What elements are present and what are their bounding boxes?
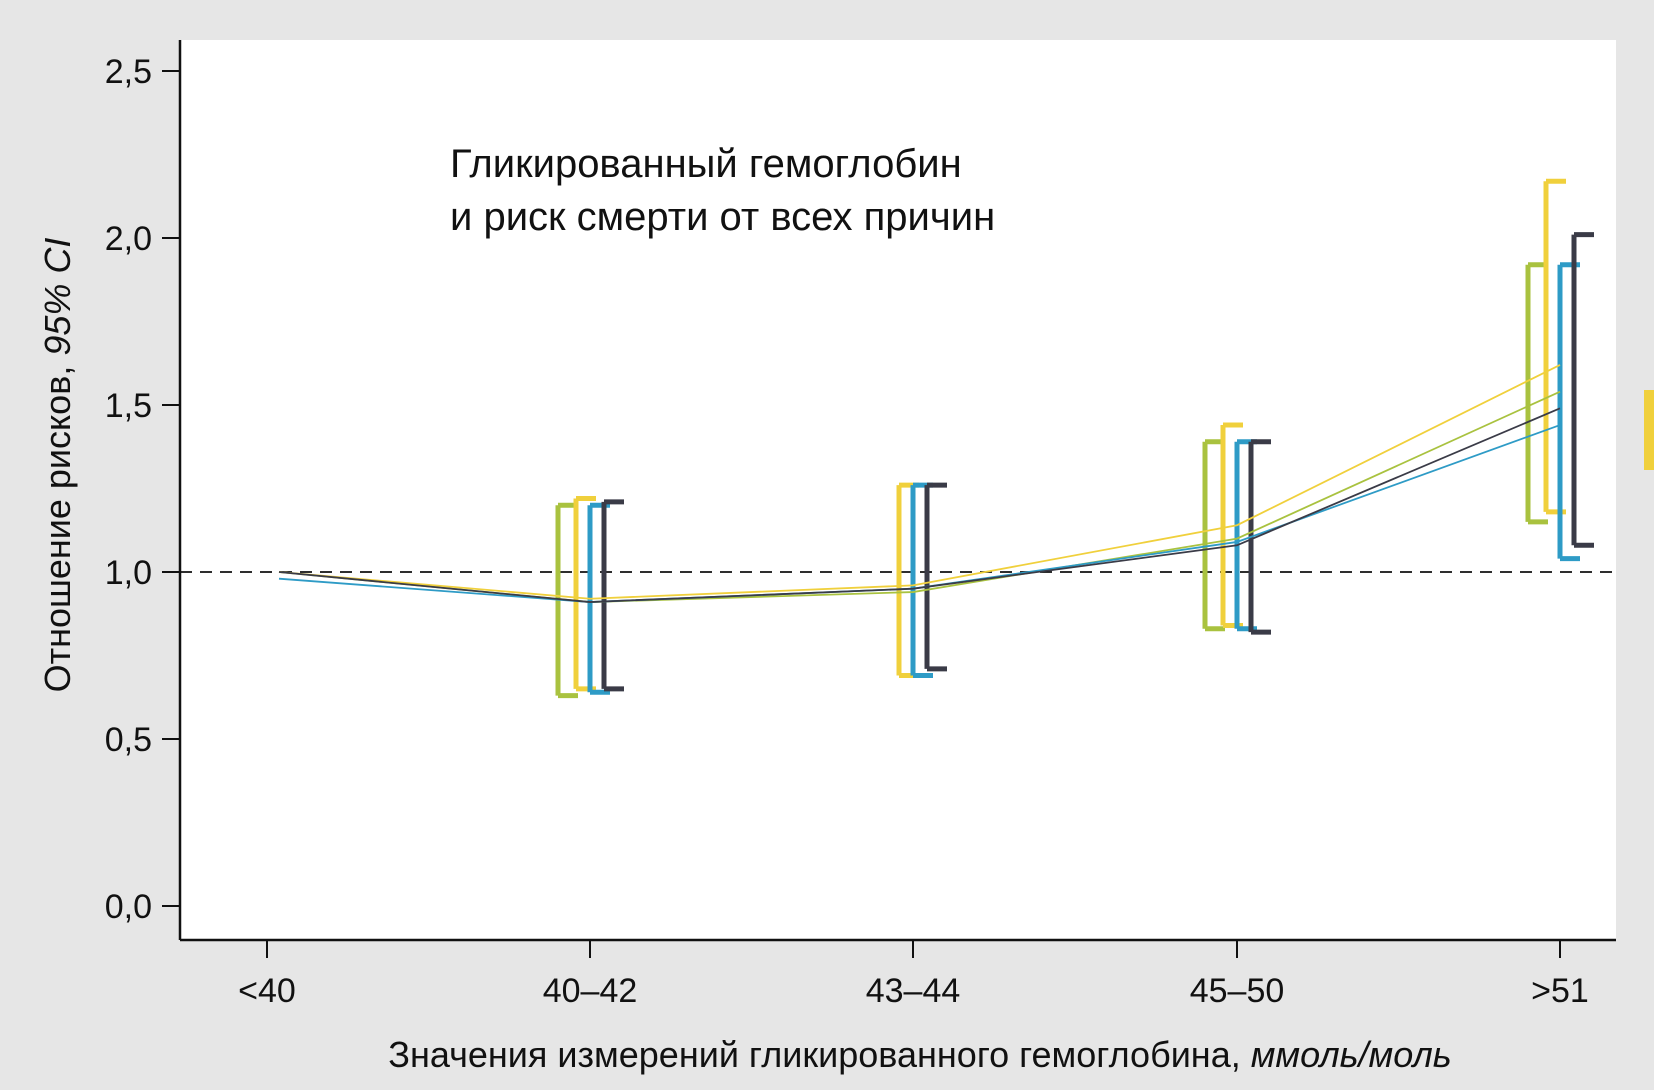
x-axis-title-text: Значения измерений гликированного гемогл… xyxy=(388,1034,1240,1075)
ci-bar xyxy=(601,499,624,692)
ci-bar xyxy=(1571,232,1594,548)
ci-bar xyxy=(924,482,947,672)
x-axis-title: Значения измерений гликированного гемогл… xyxy=(388,1034,1451,1075)
ci-bar xyxy=(1557,262,1580,562)
x-tick-label: 40–42 xyxy=(543,972,638,1010)
x-tick-label: >51 xyxy=(1531,972,1589,1010)
y-axis: 0,0 0,5 1,0 1,5 2,0 2,5 xyxy=(105,40,182,940)
y-axis-title-text: Отношение рисков, xyxy=(37,366,78,693)
y-axis-title: Отношение рисков, 95% CI xyxy=(37,238,78,693)
series-line-2 xyxy=(278,364,1561,600)
chart-title-line-2: и риск смерти от всех причин xyxy=(450,195,995,239)
series-line-layer xyxy=(278,364,1561,603)
ci-bar xyxy=(1543,178,1566,515)
side-accent-mark xyxy=(1644,390,1654,470)
x-axis-title-unit: ммоль/моль xyxy=(1251,1034,1452,1075)
ci-bar xyxy=(573,496,596,692)
y-tick-label: 2,0 xyxy=(105,220,152,258)
x-tick-label: <40 xyxy=(238,972,296,1010)
x-tick-label: 43–44 xyxy=(866,972,961,1010)
ci-bar xyxy=(1220,422,1243,628)
y-tick-label: 2,5 xyxy=(105,53,152,91)
y-tick-label: 1,5 xyxy=(105,387,152,425)
y-tick-label: 1,0 xyxy=(105,554,152,592)
y-tick-label: 0,5 xyxy=(105,721,152,759)
x-axis: <40 40–42 43–44 45–50 >51 xyxy=(180,938,1616,1010)
x-tick-label: 45–50 xyxy=(1190,972,1285,1010)
y-tick-label: 0,0 xyxy=(105,888,152,926)
chart-title-line-1: Гликированный гемоглобин xyxy=(450,142,962,186)
y-axis-title-unit: 95% CI xyxy=(37,238,78,356)
series-line-4 xyxy=(278,407,1561,603)
